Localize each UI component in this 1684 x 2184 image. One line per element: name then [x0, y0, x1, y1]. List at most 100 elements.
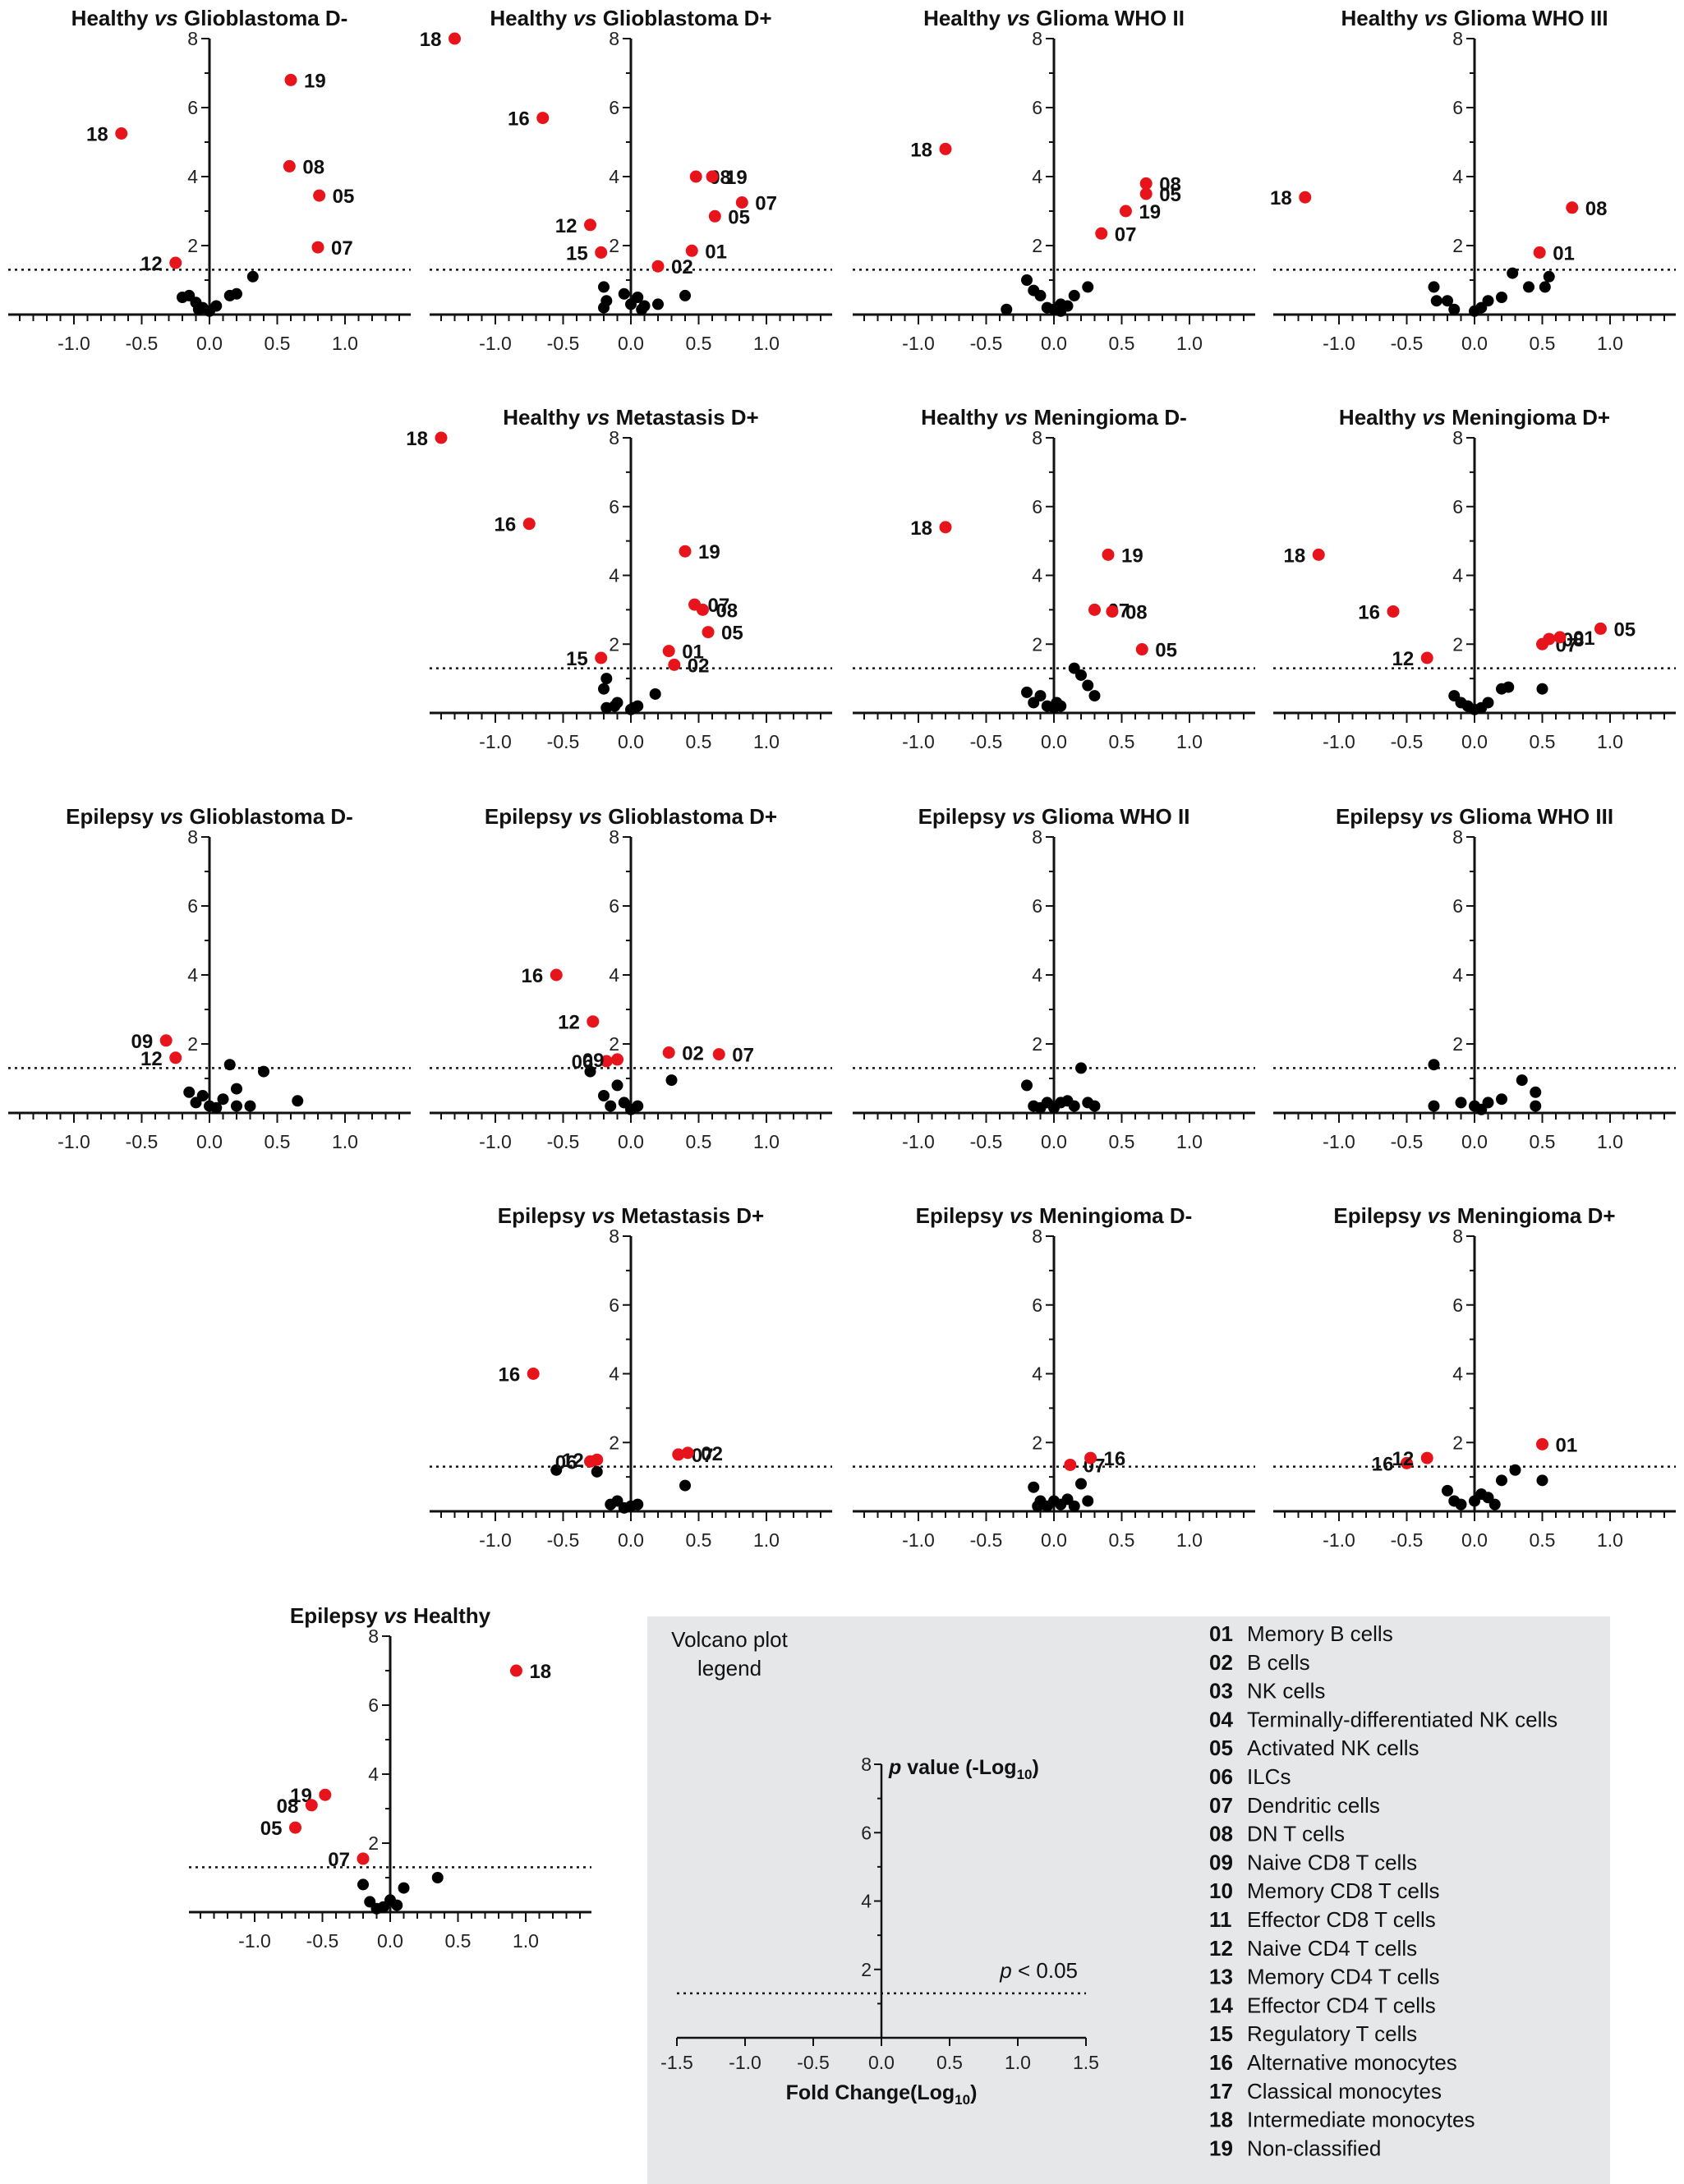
legend-cell-code: 01 [1209, 1621, 1233, 1646]
significant-point [1387, 605, 1400, 618]
y-tick-label: 4 [1452, 964, 1463, 986]
legend-cell-name: Memory CD4 T cells [1247, 1965, 1440, 1989]
panel-title: Healthy vs Metastasis D+ [503, 405, 758, 430]
x-tick-label: 0.5 [1530, 1529, 1556, 1551]
point-label: 18 [1270, 187, 1292, 209]
x-tick-label: 1.0 [1176, 731, 1203, 752]
significant-point [1543, 632, 1556, 646]
y-tick-label: 2 [609, 633, 619, 655]
y-tick-label: 6 [1452, 496, 1463, 517]
x-tick-label: -1.0 [1323, 333, 1355, 354]
x-tick-label: 1.0 [1597, 731, 1623, 752]
panel-title: Epilepsy vs Glioma WHO II [918, 804, 1190, 829]
significant-point [668, 658, 681, 671]
nonsignificant-point [1034, 690, 1047, 702]
nonsignificant-point [292, 1095, 304, 1107]
volcano-panel: Epilepsy vs Meningioma D+ -1.0 -0.5 0.0 0.5 1… [1273, 1203, 1676, 1551]
point-label: 06 [555, 1451, 577, 1474]
point-label: 16 [522, 965, 544, 987]
point-label: 02 [701, 1443, 723, 1465]
nonsignificant-point [611, 1079, 623, 1092]
panel-title: Epilepsy vs Healthy [290, 1603, 491, 1628]
x-tick-label: -0.5 [547, 1131, 580, 1152]
x-tick-label: -0.5 [1391, 1529, 1424, 1551]
legend-cell-code: 07 [1209, 1793, 1233, 1818]
nonsignificant-point [1536, 683, 1548, 695]
y-tick-label: 8 [187, 826, 198, 848]
point-label: 06 [572, 1051, 594, 1074]
cell-type-list: 01 Memory B cells 02 B cells 03 NK cells 04 Ter… [1209, 1621, 1557, 2160]
volcano-panel: Healthy vs Glioma WHO III -1.0 -0.5 0.0 0.5 1… [1270, 6, 1676, 354]
nonsignificant-point [649, 687, 661, 700]
y-tick-label: 6 [187, 895, 198, 917]
x-tick-label: -0.5 [547, 731, 580, 752]
legend-cell-name: Regulatory T cells [1247, 2021, 1417, 2046]
panel-title: Epilepsy vs Glioblastoma D+ [485, 804, 777, 829]
y-tick-label: 8 [368, 1625, 379, 1647]
significant-point [706, 170, 719, 183]
x-tick-label: 0.0 [618, 731, 644, 752]
point-label: 02 [682, 1043, 704, 1065]
nonsignificant-point [217, 1093, 229, 1106]
legend-cell-name: Intermediate monocytes [1247, 2108, 1475, 2132]
legend-y-tick-label: 8 [861, 1754, 872, 1775]
point-label: 05 [728, 206, 750, 228]
x-tick-label: 0.5 [686, 1131, 712, 1152]
point-label: 07 [732, 1045, 754, 1067]
x-tick-label: 0.0 [618, 1131, 644, 1152]
legend-cell-code: 17 [1209, 2079, 1233, 2104]
point-label: 19 [1121, 545, 1143, 567]
x-tick-label: -0.5 [970, 731, 1003, 752]
significant-point [509, 1664, 522, 1677]
x-tick-label: -1.0 [479, 1131, 512, 1152]
x-tick-label: 0.0 [1041, 333, 1067, 354]
x-tick-label: 0.5 [445, 1930, 472, 1952]
volcano-panel: Epilepsy vs Meningioma D- -1.0 -0.5 0.0 0.5 1… [853, 1203, 1255, 1551]
nonsignificant-point [431, 1872, 444, 1883]
nonsignificant-point [632, 1100, 644, 1112]
nonsignificant-point [1082, 1495, 1094, 1507]
point-label: 18 [406, 428, 428, 450]
point-label: 02 [688, 655, 710, 677]
nonsignificant-point [1536, 1474, 1548, 1487]
panel-title: Epilepsy vs Meningioma D- [916, 1203, 1193, 1228]
significant-point [1102, 548, 1115, 561]
volcano-legend: Volcano plot legend -1.5 -1.0 -0.5 0.0 0.5 1.… [647, 1616, 1610, 2184]
x-tick-label: 1.0 [753, 1529, 780, 1551]
point-label: 07 [708, 595, 730, 617]
y-tick-label: 4 [1452, 565, 1463, 586]
x-tick-label: -0.5 [1391, 1131, 1424, 1152]
y-tick-label: 2 [1032, 1432, 1042, 1453]
x-tick-label: -1.0 [902, 731, 935, 752]
nonsignificant-point [1488, 1498, 1501, 1510]
legend-cell-code: 04 [1209, 1707, 1233, 1731]
nonsignificant-point [1028, 1481, 1040, 1493]
y-tick-label: 6 [609, 895, 619, 917]
nonsignificant-point [679, 1479, 691, 1492]
legend-cell-name: Terminally-differentiated NK cells [1247, 1707, 1557, 1731]
significant-point [283, 159, 296, 172]
x-tick-label: 0.5 [265, 1131, 291, 1152]
point-label: 12 [140, 253, 163, 275]
x-tick-label: 1.0 [332, 333, 358, 354]
significant-point [1401, 1456, 1413, 1469]
significant-point [159, 1034, 173, 1047]
point-label: 16 [1358, 601, 1380, 623]
nonsignificant-point [1430, 295, 1442, 307]
nonsignificant-point [1082, 679, 1094, 692]
point-label: 08 [1562, 629, 1585, 651]
legend-cell-name: Effector CD4 T cells [1247, 1993, 1436, 2017]
volcano-panel: Epilepsy vs Glioma WHO III -1.0 -0.5 0.0 0.5… [1273, 804, 1676, 1152]
significant-point [1420, 651, 1433, 664]
significant-point [939, 142, 952, 155]
volcano-panel: Healthy vs Meningioma D- -1.0 -0.5 0.0 0.5 1.… [853, 405, 1255, 752]
nonsignificant-point [636, 303, 648, 315]
significant-point [1064, 1458, 1077, 1471]
nonsignificant-point [632, 700, 644, 712]
nonsignificant-point [1523, 281, 1534, 293]
point-label: 01 [1553, 242, 1575, 264]
volcano-panel: Healthy vs Metastasis D+ -1.0 -0.5 0.0 0.5 1.… [406, 405, 832, 752]
legend-cell-name: Activated NK cells [1247, 1736, 1419, 1760]
y-tick-label: 2 [187, 235, 198, 256]
x-tick-label: 0.0 [196, 1131, 223, 1152]
